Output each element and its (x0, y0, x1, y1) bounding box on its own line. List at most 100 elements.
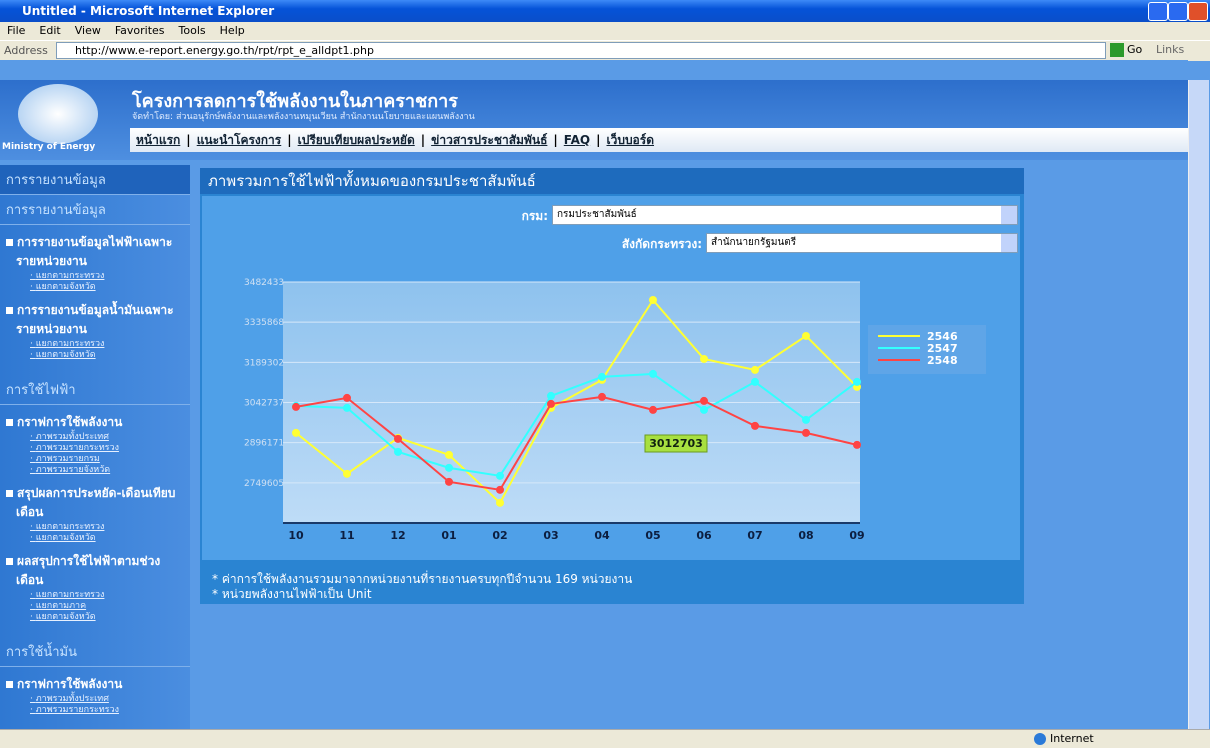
sub-link-label: ภาพรวมรายจังหวัด (35, 465, 111, 475)
nav-link[interactable]: เว็บบอร์ด (606, 133, 655, 147)
sub-link-label: ภาพรวมรายกระทรวง (35, 705, 119, 715)
go-label: Go (1127, 43, 1143, 56)
sub-link[interactable]: · แยกตามจังหวัด (30, 350, 96, 360)
go-button[interactable]: Go (1110, 42, 1142, 58)
site-subtitle: จัดทำโดย: ส่วนอนุรักษ์พลังงานและพลังงานห… (132, 112, 475, 122)
menu-item[interactable]: สรุปผลการประหยัด-เดือนเทียบเดือน (0, 476, 190, 522)
data-point (445, 477, 453, 486)
x-tick-label: 11 (339, 529, 354, 542)
bullet (6, 419, 13, 426)
logo (18, 84, 98, 144)
nav-link[interactable]: FAQ (563, 133, 591, 147)
data-point (496, 485, 504, 494)
page-top (0, 60, 1188, 80)
sub-link[interactable]: · ภาพรวมทั้งประเทศ (30, 694, 109, 704)
dropdown-arrow (1001, 234, 1017, 252)
menu-item[interactable]: การรายงานข้อมูลไฟฟ้าเฉพาะรายหน่วยงาน (0, 225, 190, 271)
menu-item[interactable]: Tools (178, 24, 206, 37)
sub-link[interactable]: · แยกตามภาค (30, 601, 87, 611)
site-title: โครงการลดการใช้พลังงานในภาคราชการ (132, 91, 458, 112)
window-title: Untitled - Microsoft Internet Explorer (22, 4, 275, 18)
menu-item[interactable]: File (7, 24, 26, 37)
nav-link[interactable]: เปรียบเทียบผลประหยัด (297, 133, 415, 147)
section-title: การใช้ไฟฟ้า (0, 375, 190, 405)
sub-link[interactable]: · ภาพรวมรายกระทรวง (30, 705, 119, 715)
select[interactable]: กรมประชาสัมพันธ์ (552, 205, 1018, 225)
x-tick-label: 10 (288, 529, 304, 542)
y-tick-label: 3189302 (244, 358, 284, 368)
item-label: ผลสรุปการใช้ไฟฟ้าตามช่วงเดือน (16, 554, 161, 587)
x-tick-label: 08 (798, 529, 813, 542)
select-value: สำนักนายกรัฐมนตรี (711, 237, 797, 248)
address-field[interactable]: http://www.e-report.energy.go.th/rpt/rpt… (56, 42, 1106, 59)
menu-item[interactable]: กราฟการใช้พลังงาน (0, 667, 190, 694)
filter-label: กรม: (521, 209, 548, 223)
nav-link[interactable]: ข่าวสารประชาสัมพันธ์ (431, 133, 548, 147)
nav-separator: | (553, 133, 558, 147)
scrollbar[interactable] (1188, 80, 1209, 729)
data-point (649, 405, 657, 414)
data-point (700, 354, 708, 363)
data-point (598, 372, 606, 381)
bullet (6, 307, 13, 314)
item-label: กราฟการใช้พลังงาน (17, 415, 123, 429)
data-point (649, 369, 657, 378)
sub-link-label: ภาพรวมรายกระทรวง (35, 443, 119, 453)
data-point (394, 434, 402, 443)
annotation: 3012703 (649, 437, 703, 450)
sub-link[interactable]: · แยกตามกระทรวง (30, 339, 105, 349)
select[interactable]: สำนักนายกรัฐมนตรี (706, 233, 1018, 253)
nav-separator: | (186, 133, 191, 147)
panel-header: ภาพรวมการใช้ไฟฟ้าทั้งหมดของกรมประชาสัมพั… (200, 168, 1024, 194)
item-label: การรายงานข้อมูลน้ำมันเฉพาะรายหน่วยงาน (16, 303, 174, 336)
minimize[interactable] (1148, 2, 1168, 21)
links[interactable]: Links (1156, 43, 1185, 56)
bullet (6, 239, 13, 246)
x-tick-label: 01 (441, 529, 456, 542)
sub-link[interactable]: · ภาพรวมรายกรม (30, 454, 100, 464)
menu-item[interactable]: ผลสรุปการใช้ไฟฟ้าตามช่วงเดือน (0, 544, 190, 590)
sub-link[interactable]: · แยกตามจังหวัด (30, 533, 96, 543)
sub-link[interactable]: · แยกตามกระทรวง (30, 271, 105, 281)
sub-link[interactable]: · แยกตามจังหวัด (30, 612, 96, 622)
sub-link-label: แยกตามกระทรวง (35, 522, 105, 532)
sub-link-label: แยกตามจังหวัด (35, 533, 96, 543)
close[interactable] (1188, 2, 1208, 21)
data-point (292, 402, 300, 411)
sub-link[interactable]: · ภาพรวมรายจังหวัด (30, 465, 111, 475)
sub-link-label: ภาพรวมทั้งประเทศ (35, 432, 109, 442)
data-point (853, 377, 861, 386)
item-label: กราฟการใช้พลังงาน (17, 677, 123, 691)
x-tick-label: 07 (747, 529, 762, 542)
menu-item[interactable]: Edit (39, 24, 61, 37)
menu-item[interactable]: Favorites (114, 24, 165, 37)
data-point (445, 463, 453, 472)
menu-item[interactable]: Help (219, 24, 245, 37)
nav-link[interactable]: แนะนำโครงการ (196, 133, 282, 147)
sub-link[interactable]: · แยกตามจังหวัด (30, 282, 96, 292)
menu-item[interactable]: การรายงานข้อมูลน้ำมันเฉพาะรายหน่วยงาน (0, 293, 190, 339)
status-bar: Internet (0, 729, 1210, 748)
menu-item[interactable]: View (74, 24, 101, 37)
data-point (496, 498, 504, 507)
maximize[interactable] (1168, 2, 1188, 21)
nav-bar: หน้าแรก | แนะนำโครงการ | เปรียบเทียบผลประหยั… (130, 128, 1194, 152)
y-tick-label: 2896171 (244, 439, 284, 449)
sidebar: การรายงานข้อมูล การรายงานข้อมูล การรายงานข… (0, 165, 190, 729)
data-point (751, 377, 759, 386)
nav-link[interactable]: หน้าแรก (136, 133, 181, 147)
data-point (343, 393, 351, 402)
sub-link[interactable]: · ภาพรวมทั้งประเทศ (30, 432, 109, 442)
sub-link-label: แยกตามจังหวัด (35, 282, 96, 292)
y-tick-label: 2749605 (244, 479, 284, 489)
sub-link[interactable]: · แยกตามกระทรวง (30, 522, 105, 532)
nav-separator: | (420, 133, 426, 147)
sub-link-label: แยกตามกระทรวง (35, 339, 105, 349)
item-label: สรุปผลการประหยัด-เดือนเทียบเดือน (16, 486, 176, 519)
menu-item[interactable]: กราฟการใช้พลังงาน (0, 405, 190, 432)
data-point (445, 450, 453, 459)
address-label: Address (4, 44, 48, 57)
sub-link[interactable]: · แยกตามกระทรวง (30, 590, 105, 600)
data-point (547, 399, 555, 408)
sub-link[interactable]: · ภาพรวมรายกระทรวง (30, 443, 119, 453)
